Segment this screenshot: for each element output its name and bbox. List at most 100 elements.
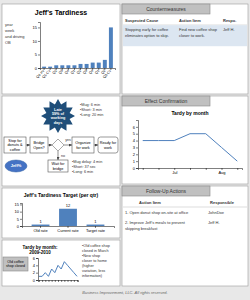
x-tick (58, 280, 59, 282)
plot-area (32, 209, 105, 226)
tick-label: Q1-CY (41, 68, 52, 79)
tick-label: 5 (35, 52, 38, 57)
text-line: shop closed (6, 264, 25, 268)
x-tick: Q4 (64, 68, 70, 75)
background (0, 0, 250, 300)
flow-box (4, 137, 26, 153)
text-line: JohnDoe (208, 210, 225, 215)
arrow (48, 145, 52, 146)
text-line: Jeff H. (223, 27, 235, 32)
tick-mark (36, 273, 38, 274)
text-line: donuts & (8, 143, 23, 147)
tick-label: 0 (17, 224, 20, 229)
tick-mark (68, 280, 69, 282)
flow-box (72, 137, 94, 153)
x-tick: Q2 (76, 68, 82, 75)
y-tick: 2 (133, 152, 138, 157)
column-header: Action Item (139, 200, 161, 205)
x-tick: Current rate (57, 226, 79, 233)
tick-mark (136, 127, 138, 128)
annotation: BridgeOpen? (33, 141, 44, 149)
text-line: Jeff's Tardiness Target (per qtr) (24, 192, 99, 198)
bar (103, 60, 107, 68)
tick-mark (38, 68, 40, 69)
bar (59, 209, 77, 226)
text-line: bridge (53, 167, 64, 171)
x-tick (55, 280, 56, 282)
text-line: yes (65, 138, 71, 142)
tick-mark (71, 280, 72, 282)
text-line: eliminates option to skip. (125, 33, 169, 38)
arrow (64, 145, 72, 146)
tick-mark (42, 280, 43, 282)
chart-title: Jeff's Tardiness (35, 9, 88, 16)
tick-mark (45, 280, 46, 282)
text-line: Stopping early for coffee (125, 27, 169, 32)
x-tick (39, 280, 40, 282)
panel (2, 96, 120, 186)
bar (54, 65, 58, 68)
text-line: Tardy by month (171, 110, 208, 116)
text-line: and driving (5, 34, 25, 39)
tick-mark (92, 68, 93, 70)
tick-mark (36, 258, 38, 259)
tick-label: 5 (133, 131, 136, 136)
header-label: Countermeasures (146, 6, 186, 12)
y-tick: 15 (33, 25, 40, 30)
x-tick: Q4 (88, 68, 94, 75)
y-tick: 0 (33, 278, 38, 283)
chart-root: Stop fordonuts &coffeeBridgeOpen?Organiz… (0, 0, 250, 300)
separator (123, 207, 247, 208)
x-tick (206, 168, 207, 170)
bar (79, 64, 83, 68)
text-line: no (61, 154, 65, 158)
tick-mark (20, 204, 22, 205)
y-tick: 10 (15, 209, 22, 214)
text-line: Suspected Cause (125, 18, 159, 23)
text-line: Stop for (8, 139, 22, 143)
decision (52, 139, 64, 151)
y-tick: 5 (17, 217, 22, 222)
axis-line (20, 204, 23, 227)
column-header: Action Item (179, 18, 201, 23)
tick-mark (20, 212, 22, 213)
tick-mark (38, 41, 40, 42)
text-line: Action Item (139, 200, 161, 205)
table-cell: 1. Open donut shop on-site at office (125, 210, 189, 215)
tick-mark (38, 54, 40, 55)
text-line: •Long: 6 min (72, 170, 93, 174)
text-line: closer to work. (179, 33, 205, 38)
x-tick: Q3 (82, 68, 88, 75)
text-line: information) (82, 274, 103, 278)
tick-mark (110, 68, 111, 70)
table-row (123, 25, 247, 46)
x-tick (77, 280, 78, 282)
text-line: variation, less (82, 269, 105, 273)
x-tick (71, 280, 72, 282)
text-line: Wait for (52, 162, 66, 166)
text-line: •Old coffee shop (82, 244, 110, 248)
tick-label: 15 (33, 25, 38, 30)
tick-mark (36, 265, 38, 266)
x-tick (68, 280, 69, 282)
arrow (26, 145, 30, 146)
axis-line (139, 169, 243, 171)
table-cell: Find new coffee shopcloser to work. (179, 27, 218, 38)
x-axis: JulAug (139, 168, 243, 175)
column-header: Respo. (223, 18, 236, 23)
annotation: •Mug: 6 min•Short: 3 min•Long: 20 min (80, 103, 103, 117)
annotation: no (61, 154, 65, 158)
tick-label: 10 (15, 209, 20, 214)
bar (72, 65, 76, 68)
y-tick: 0 (35, 66, 40, 71)
text-line: skipping breakfast (125, 226, 158, 231)
text-line: 2009-2010 (29, 250, 51, 255)
tick-mark (158, 168, 159, 170)
x-tick (48, 280, 49, 282)
x-tick (64, 280, 65, 282)
text-line: coffee (10, 148, 20, 152)
x-tick (45, 280, 46, 282)
panel (122, 4, 248, 94)
table-cell: JohnDoe (208, 210, 225, 215)
tick-mark (237, 168, 238, 170)
